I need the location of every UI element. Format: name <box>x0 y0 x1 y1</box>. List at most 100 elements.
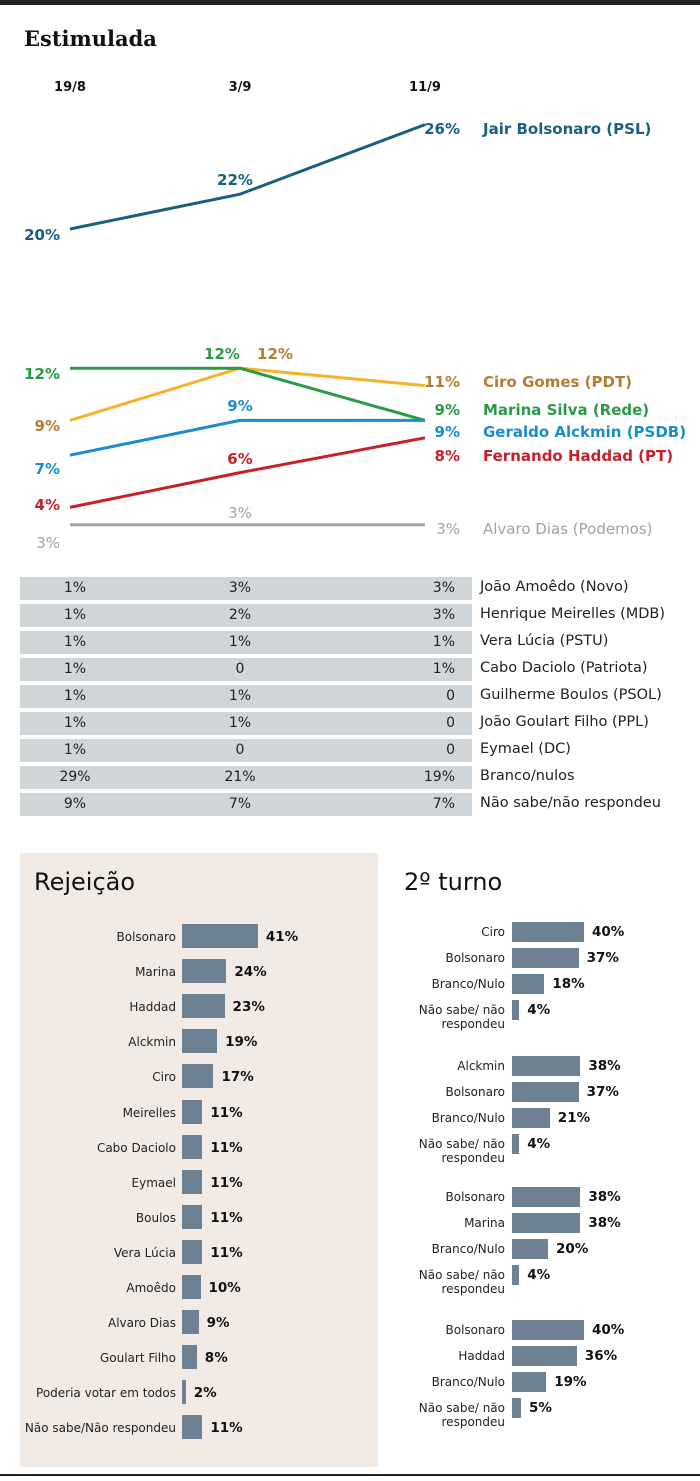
bar-label: Marina <box>135 965 176 980</box>
bar-value: 24% <box>234 964 267 981</box>
bar-value: 4% <box>527 1136 551 1152</box>
bar <box>182 1169 203 1194</box>
bar-value: 11% <box>210 1244 243 1261</box>
bar-label: Alckmin <box>457 1059 505 1073</box>
bar <box>512 1134 520 1154</box>
bar-value: 11% <box>210 1420 243 1437</box>
data-label: 3% <box>436 519 460 538</box>
bar <box>512 1187 581 1207</box>
bar <box>512 1213 581 1233</box>
bar-label: Boulos <box>135 1210 176 1225</box>
table-cell: 2% <box>228 607 252 623</box>
table-cell: 1% <box>63 661 87 677</box>
bar <box>512 1239 548 1259</box>
table-row-bar <box>20 766 472 789</box>
table-cell: 0 <box>235 742 245 758</box>
bar-value: 11% <box>210 1104 243 1121</box>
rejection-panel <box>20 853 378 1467</box>
bar-label: Haddad <box>458 1349 505 1363</box>
bar <box>182 1099 203 1124</box>
line-chart <box>69 123 426 527</box>
table-cell: 1% <box>228 688 252 704</box>
bar <box>512 974 545 994</box>
chart-title: Estimulada <box>24 26 157 51</box>
bar <box>182 1064 214 1089</box>
bar-value: 21% <box>557 1110 591 1126</box>
data-label: 20% <box>24 226 60 244</box>
table-cell: 3% <box>432 607 455 623</box>
table-cell: 1% <box>63 742 87 758</box>
data-label: 9% <box>434 423 460 442</box>
bar <box>512 948 579 968</box>
bar-value: 4% <box>527 1267 551 1283</box>
bar-value: 4% <box>527 1002 551 1018</box>
table-row-name: Guilherme Boulos (PSOL) <box>480 687 662 703</box>
data-label: 3% <box>36 533 60 552</box>
table-row-bar <box>20 631 472 654</box>
bar-value: 11% <box>210 1139 243 1156</box>
table-cell: 21% <box>224 769 256 785</box>
table-cell: 1% <box>63 580 87 596</box>
bar-label: Haddad <box>129 1000 176 1015</box>
bar <box>182 1134 203 1159</box>
table-row-bar <box>20 658 472 681</box>
data-label: 12% <box>24 365 60 384</box>
bar <box>512 1320 584 1340</box>
table-row-bar <box>20 739 472 762</box>
bar <box>512 1082 579 1102</box>
bar-label: Bolsonaro <box>445 1190 505 1204</box>
table-cell: 3% <box>432 580 455 596</box>
bar <box>182 1310 199 1335</box>
table-cell: 7% <box>228 796 252 812</box>
bar <box>182 959 227 984</box>
top-rule <box>0 0 700 5</box>
bar-label: Meirelles <box>122 1105 176 1120</box>
table-cell: 0 <box>446 688 455 704</box>
data-label: 12% <box>257 345 293 364</box>
bar-value: 23% <box>232 999 265 1016</box>
bar-label: Branco/Nulo <box>431 1375 505 1389</box>
bar-value: 37% <box>586 1084 619 1100</box>
bar <box>512 1372 547 1392</box>
bar-label: Ciro <box>481 925 505 939</box>
bar-label: Não sabe/ não respondeu <box>418 1401 505 1429</box>
bar-value: 10% <box>208 1280 241 1296</box>
bar-value: 11% <box>210 1174 243 1191</box>
table-cell: 19% <box>423 769 455 785</box>
bar <box>182 1029 218 1054</box>
table-row-name: Henrique Meirelles (MDB) <box>480 606 666 622</box>
table-cell: 1% <box>432 634 455 650</box>
bar-value: 20% <box>556 1241 589 1257</box>
table-row-bar <box>20 577 472 600</box>
bar-value: 8% <box>204 1350 228 1367</box>
date-label: 19/8 <box>54 80 86 95</box>
bar-label: Branco/Nulo <box>431 1242 505 1256</box>
bar-label: Vera Lúcia <box>113 1245 176 1260</box>
table-row-bar <box>20 604 472 627</box>
table-cell: 1% <box>63 634 87 650</box>
series-line <box>70 366 426 422</box>
bar <box>512 1346 577 1366</box>
date-label: 11/9 <box>409 80 441 95</box>
date-label: 3/9 <box>228 80 252 95</box>
bar <box>182 1275 201 1299</box>
bar-value: 37% <box>586 950 619 966</box>
bar-label: Branco/Nulo <box>431 977 505 991</box>
data-label: 26% <box>424 119 460 138</box>
table-row-bar <box>20 712 472 735</box>
bar-value: 38% <box>588 1215 621 1231</box>
bar-label: Marina <box>464 1216 505 1230</box>
bar <box>512 1000 520 1020</box>
bar-value: 5% <box>529 1400 552 1416</box>
series-name: Jair Bolsonaro (PSL) <box>483 119 652 138</box>
table-row-name: João Goulart Filho (PPL) <box>480 714 649 730</box>
bar <box>182 994 225 1019</box>
bar-label: Goulart Filho <box>99 1351 176 1366</box>
bar-label: Branco/Nulo <box>431 1111 505 1125</box>
table-cell: 7% <box>432 796 455 812</box>
bar-label: Ciro <box>152 1070 176 1085</box>
table-cell: 9% <box>63 796 87 812</box>
bar-value: 38% <box>588 1058 621 1074</box>
bar-value: 36% <box>584 1348 618 1364</box>
